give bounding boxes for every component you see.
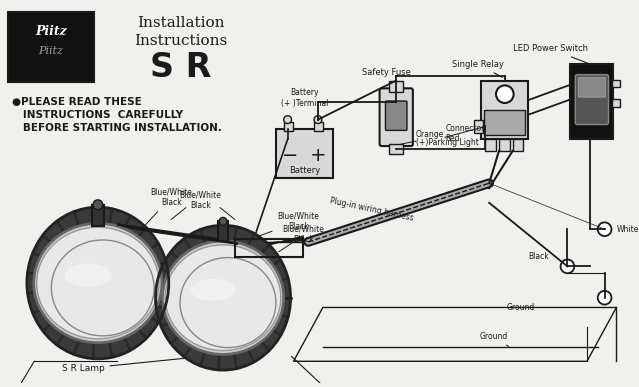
Text: Installation
Instructions: Installation Instructions bbox=[134, 16, 227, 48]
Polygon shape bbox=[118, 224, 238, 244]
Ellipse shape bbox=[191, 279, 236, 301]
Circle shape bbox=[597, 291, 612, 305]
Ellipse shape bbox=[155, 225, 291, 370]
Text: Safety Fuse: Safety Fuse bbox=[362, 68, 411, 80]
Text: Single Relay: Single Relay bbox=[452, 60, 504, 77]
Ellipse shape bbox=[162, 241, 284, 354]
Text: Battery: Battery bbox=[289, 166, 320, 175]
Ellipse shape bbox=[36, 227, 159, 339]
FancyBboxPatch shape bbox=[512, 139, 523, 151]
Text: Orange: Orange bbox=[416, 130, 444, 139]
FancyBboxPatch shape bbox=[484, 110, 525, 135]
Circle shape bbox=[93, 200, 103, 210]
Text: BEFORE STARTING INSTALLATION.: BEFORE STARTING INSTALLATION. bbox=[12, 123, 222, 133]
Text: S R: S R bbox=[150, 51, 212, 84]
Text: White: White bbox=[617, 225, 639, 234]
Text: LED Power Switch: LED Power Switch bbox=[512, 44, 589, 64]
FancyBboxPatch shape bbox=[284, 122, 293, 131]
FancyBboxPatch shape bbox=[92, 205, 104, 226]
Text: Black: Black bbox=[528, 252, 549, 261]
FancyBboxPatch shape bbox=[612, 79, 620, 87]
Text: Piitz: Piitz bbox=[38, 46, 63, 56]
Text: Blue/White
Black: Blue/White Black bbox=[240, 212, 320, 243]
Text: Blue/White
Black: Blue/White Black bbox=[180, 190, 222, 209]
FancyBboxPatch shape bbox=[575, 75, 608, 125]
Ellipse shape bbox=[65, 264, 112, 287]
Text: Ground: Ground bbox=[479, 332, 509, 347]
Circle shape bbox=[496, 86, 514, 103]
FancyBboxPatch shape bbox=[485, 139, 496, 151]
FancyBboxPatch shape bbox=[380, 88, 413, 146]
Ellipse shape bbox=[34, 223, 162, 343]
Text: +: + bbox=[310, 146, 326, 165]
Circle shape bbox=[560, 260, 574, 273]
FancyBboxPatch shape bbox=[276, 129, 333, 178]
Circle shape bbox=[219, 217, 227, 225]
Text: Red: Red bbox=[445, 134, 459, 143]
Ellipse shape bbox=[166, 245, 281, 351]
FancyBboxPatch shape bbox=[578, 77, 606, 97]
FancyBboxPatch shape bbox=[499, 139, 510, 151]
Text: −: − bbox=[282, 146, 299, 165]
FancyBboxPatch shape bbox=[385, 101, 407, 130]
Circle shape bbox=[314, 116, 322, 123]
FancyBboxPatch shape bbox=[8, 12, 94, 82]
Text: (+)Parking Light: (+)Parking Light bbox=[416, 138, 479, 147]
Text: ●PLEASE READ THESE: ●PLEASE READ THESE bbox=[12, 97, 141, 107]
Circle shape bbox=[597, 223, 612, 236]
FancyBboxPatch shape bbox=[571, 64, 613, 139]
Text: Blue/White
Black: Blue/White Black bbox=[139, 187, 192, 232]
Ellipse shape bbox=[27, 207, 169, 359]
Text: Battery
(+ )Terminal: Battery (+ )Terminal bbox=[281, 89, 328, 108]
Text: INSTRUCTIONS  CAREFULLY: INSTRUCTIONS CAREFULLY bbox=[12, 110, 183, 120]
Text: Plug-in wiring harness: Plug-in wiring harness bbox=[329, 196, 415, 223]
FancyBboxPatch shape bbox=[218, 221, 228, 241]
FancyBboxPatch shape bbox=[314, 122, 323, 131]
Text: Blue/White
Black: Blue/White Black bbox=[282, 224, 324, 244]
Text: S R Lamp: S R Lamp bbox=[62, 357, 201, 373]
FancyBboxPatch shape bbox=[389, 144, 403, 154]
FancyBboxPatch shape bbox=[612, 99, 620, 107]
Text: Ground: Ground bbox=[507, 303, 535, 312]
Circle shape bbox=[284, 116, 291, 123]
FancyBboxPatch shape bbox=[389, 80, 403, 92]
Text: Piitz: Piitz bbox=[35, 25, 66, 38]
Text: Connector: Connector bbox=[445, 124, 484, 134]
FancyBboxPatch shape bbox=[473, 120, 483, 134]
FancyBboxPatch shape bbox=[481, 80, 528, 139]
